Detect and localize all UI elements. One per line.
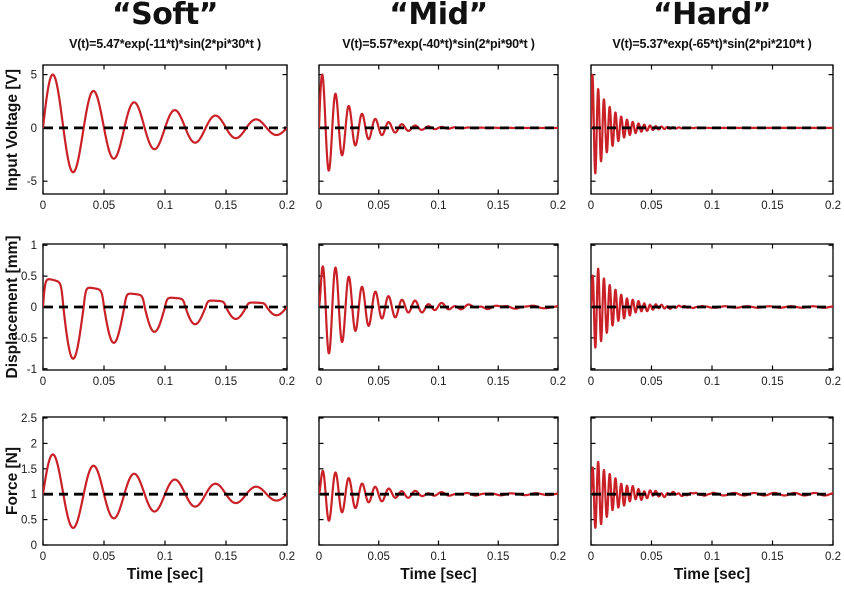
x-tick-label: 0.15 (215, 200, 237, 212)
x-tick-label: 0.05 (640, 551, 662, 563)
x-tick-label: 0.05 (93, 376, 115, 388)
x-tick-label: 0.05 (93, 551, 115, 563)
x-tick-label: 0.2 (825, 376, 841, 388)
plot-box (590, 416, 834, 546)
xlabel-time-hard: Time [sec] (673, 566, 751, 583)
plot-box (318, 416, 559, 546)
y-tick-label: -0.5 (17, 333, 37, 345)
y-tick-label: 0 (31, 302, 37, 314)
x-tick-label: 0.2 (279, 376, 295, 388)
x-tick-label: 0.15 (487, 200, 509, 212)
x-tick-label: 0.2 (825, 551, 841, 563)
x-tick-label: 0.1 (704, 200, 720, 212)
column-formula-hard: V(t)=5.37*exp(-65*t)*sin(2*pi*210*t ) (612, 37, 812, 51)
y-tick-label: 0.5 (21, 515, 37, 527)
y-tick-label: -1 (27, 364, 37, 376)
x-tick-label: 0.05 (368, 551, 390, 563)
y-tick-label: 0 (31, 540, 37, 552)
x-tick-label: 0.2 (279, 551, 295, 563)
plot-mid-displacement: 0 0.05 0.1 0.15 0.2 (316, 243, 566, 388)
x-tick-label: 0 (40, 551, 46, 563)
xlabel-time-mid: Time [sec] (400, 566, 477, 583)
xlabel-time-soft: Time [sec] (126, 566, 204, 583)
x-tick-label: 0.1 (157, 551, 173, 563)
column-formula-soft: V(t)=5.47*exp(-11*t)*sin(2*pi*30*t ) (69, 37, 261, 51)
y-tick-label: 0.5 (21, 271, 37, 283)
plot-hard-voltage: 0 0.05 0.1 0.15 0.2 (588, 64, 841, 212)
plot-box (590, 64, 834, 195)
x-tick-label: 0 (588, 200, 594, 212)
x-tick-label: 0.05 (368, 376, 390, 388)
x-tick-label: 0.2 (550, 200, 566, 212)
x-tick-label: 0.1 (431, 551, 447, 563)
x-tick-label: 0.2 (550, 551, 566, 563)
y-tick-label: -5 (27, 176, 37, 188)
column-formula-mid: V(t)=5.57*exp(-40*t)*sin(2*pi*90*t ) (342, 37, 535, 51)
plot-box (318, 64, 559, 195)
x-tick-label: 0 (316, 376, 322, 388)
x-tick-label: 0.1 (157, 200, 173, 212)
plot-soft-voltage: 0 0.05 0.1 0.15 0.2-505 (27, 64, 295, 212)
x-tick-label: 0.15 (761, 200, 783, 212)
x-tick-label: 0.1 (704, 551, 720, 563)
plot-soft-displacement: 0 0.05 0.1 0.15 0.2 -1 -0.5 0 0.5 1 (17, 240, 295, 388)
x-tick-label: 0.15 (761, 376, 783, 388)
x-tick-label: 0.15 (215, 376, 237, 388)
y-tick-label: 5 (31, 70, 37, 82)
x-tick-label: 0 (316, 200, 322, 212)
column-title-hard: “Hard” (652, 0, 772, 32)
plot-box (42, 416, 288, 546)
plot-mid-voltage: 0 0.05 0.1 0.15 0.2 (316, 64, 566, 212)
x-tick-label: 0.1 (431, 200, 447, 212)
x-tick-label: 0.15 (487, 551, 509, 563)
plot-hard-displacement: 0 0.05 0.1 0.15 0.2 (588, 243, 841, 388)
x-tick-label: 0 (40, 376, 46, 388)
y-tick-label: 0 (31, 123, 37, 135)
x-tick-label: 0.1 (704, 376, 720, 388)
x-tick-label: 0 (588, 551, 594, 563)
plot-hard-force: 0 0.05 0.1 0.15 0.2 (588, 416, 841, 563)
x-tick-label: 0.05 (368, 200, 390, 212)
x-tick-label: 0.15 (487, 376, 509, 388)
plot-soft-force: 0 0.05 0.1 0.15 0.2 0 0.5 1 1.5 2 2.5 (21, 413, 295, 563)
x-tick-label: 0.05 (640, 200, 662, 212)
x-tick-label: 0 (316, 551, 322, 563)
column-title-mid: “Mid” (389, 0, 488, 32)
x-tick-label: 0.2 (550, 376, 566, 388)
x-tick-label: 0.2 (279, 200, 295, 212)
x-tick-label: 0.1 (157, 376, 173, 388)
y-tick-label: 2.5 (21, 413, 37, 425)
y-tick-label: 2 (31, 438, 37, 450)
plot-mid-force: 0 0.05 0.1 0.15 0.2 (316, 416, 566, 563)
x-tick-label: 0.2 (825, 200, 841, 212)
column-title-soft: “Soft” (111, 0, 219, 32)
x-tick-label: 0.05 (640, 376, 662, 388)
y-tick-label: 1 (31, 240, 37, 252)
x-tick-label: 0.1 (431, 376, 447, 388)
x-tick-label: 0.15 (215, 551, 237, 563)
x-tick-label: 0.05 (93, 200, 115, 212)
y-tick-label: 1.5 (21, 464, 37, 476)
y-tick-label: 1 (31, 489, 37, 501)
x-tick-label: 0 (40, 200, 46, 212)
x-tick-label: 0.15 (761, 551, 783, 563)
x-tick-label: 0 (588, 376, 594, 388)
